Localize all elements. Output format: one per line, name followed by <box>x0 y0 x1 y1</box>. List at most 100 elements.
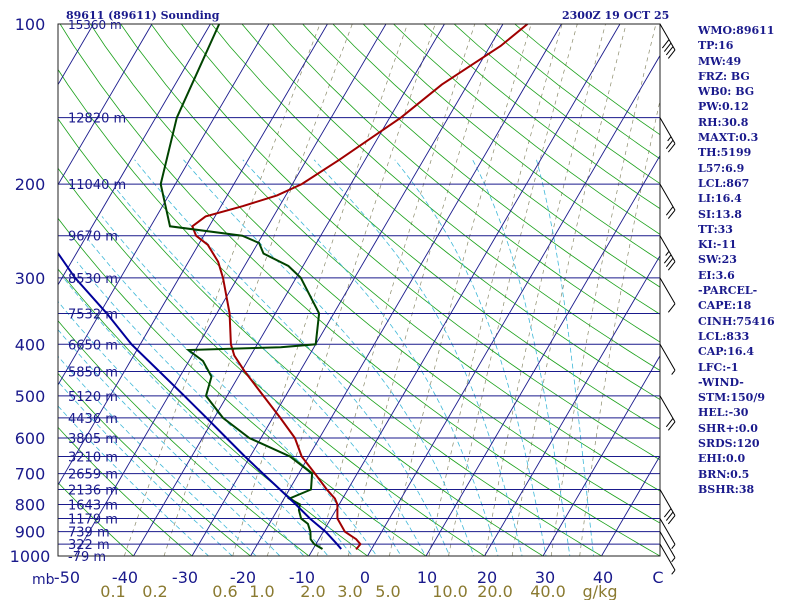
mixing-ratio-label: 0.6 <box>212 582 237 600</box>
wind-barb-feather <box>665 257 674 267</box>
index-item: SRDS:120 <box>698 437 760 451</box>
moist-adiabat-line <box>58 405 210 556</box>
wind-barb-half-feather <box>665 250 670 256</box>
index-item: RH:30.8 <box>698 115 749 129</box>
isotherm-line <box>367 54 660 556</box>
indices-panel: WMO:89611 TP:16 MW:49 FRZ: BG WB0: BG PW:0.12… <box>698 23 775 497</box>
pressure-tick-label: 800 <box>15 495 46 514</box>
index-item: -WIND- <box>698 375 744 389</box>
index-item: LI:16.4 <box>698 192 742 206</box>
pressure-tick-label: 600 <box>15 429 46 448</box>
temperature-tick-label: 0 <box>360 568 370 587</box>
wind-barb-half-feather <box>671 557 676 563</box>
height-label: 5120 m <box>68 390 118 405</box>
mixing-ratio-line <box>163 24 353 556</box>
pressure-tick-label: 100 <box>15 15 46 34</box>
index-item: EI:3.6 <box>698 268 735 282</box>
wind-barb <box>659 395 676 431</box>
index-item: TH:5199 <box>698 146 752 160</box>
mixing-ratio-label: 0.2 <box>142 582 167 600</box>
wind-barb-half-feather <box>671 569 676 575</box>
dry-adiabat-line <box>89 24 660 524</box>
wind-barb-staff <box>659 531 676 558</box>
moist-adiabat-line <box>76 261 353 556</box>
height-label: 1179 m <box>68 512 118 527</box>
pressure-unit-label: mb <box>32 572 55 588</box>
height-label: 1643 m <box>68 498 118 513</box>
wind-barb-feather <box>661 39 670 49</box>
moist-adiabat-line <box>88 240 378 556</box>
index-item: SHR+:0.0 <box>698 421 758 435</box>
height-label: 3805 m <box>68 432 118 447</box>
moist-adiabat-line <box>313 159 523 556</box>
dewpoint-curve <box>159 24 324 550</box>
temperature-tick-label: -50 <box>54 568 80 587</box>
height-label: 11040 m <box>68 178 126 193</box>
wind-barb-feather <box>665 511 674 521</box>
index-item: -PARCEL- <box>698 284 758 298</box>
index-item: CAPE:18 <box>698 299 752 313</box>
index-item: PW:0.12 <box>698 100 749 114</box>
isotherm-line <box>542 354 660 556</box>
index-item: L57:6.9 <box>698 161 745 175</box>
wind-barb-feather <box>665 206 674 216</box>
index-item: STM:150/9 <box>698 391 765 405</box>
wind-barb-feather <box>667 209 676 219</box>
height-label: 4436 m <box>68 412 118 427</box>
isotherm-line <box>601 455 660 556</box>
index-item: LCL:867 <box>698 176 750 190</box>
mixing-ratio-line <box>232 24 408 556</box>
index-item: CINH:75416 <box>698 314 775 328</box>
mixing-ratio-label: 40.0 <box>530 582 566 600</box>
wind-barb-staff <box>659 518 676 545</box>
index-item: FRZ: BG <box>698 69 750 83</box>
height-label: 8530 m <box>68 272 118 287</box>
index-item: KI:-11 <box>698 238 737 252</box>
wind-barb-feather <box>667 261 676 271</box>
pressure-tick-label: 200 <box>15 175 46 194</box>
wind-barb-half-feather <box>671 544 676 549</box>
isotherm-line <box>58 24 211 286</box>
index-item: SI:13.8 <box>698 207 742 221</box>
wind-barb <box>659 23 676 59</box>
wind-barb-feather <box>665 139 674 149</box>
height-label: 5850 m <box>68 366 118 381</box>
dry-adiabat-line <box>58 372 252 556</box>
wind-barb <box>659 489 676 525</box>
wind-barb-staff <box>659 395 676 423</box>
moist-adiabat-line <box>58 300 305 556</box>
plot-area <box>58 24 660 556</box>
height-label: 739 m <box>68 526 110 541</box>
moist-adiabat-line <box>101 216 402 556</box>
isotherm-line <box>250 24 562 556</box>
isotherm-line <box>74 24 387 556</box>
wind-barb-staff <box>659 543 676 571</box>
dry-adiabat-line <box>120 24 660 492</box>
wind-barb-half-feather <box>671 369 676 375</box>
height-label: 9670 m <box>68 230 118 245</box>
height-label: 322 m <box>68 538 110 553</box>
index-item: WB0: BG <box>698 85 755 99</box>
wind-barb-feather <box>667 515 676 525</box>
moist-adiabat-line <box>536 159 595 556</box>
index-item: EHI:0.0 <box>698 452 746 466</box>
mixing-ratio-label: g/kg <box>583 582 618 600</box>
moist-adiabat-line <box>58 329 281 556</box>
dry-adiabat-line <box>58 426 193 556</box>
moist-adiabat-line <box>394 159 547 556</box>
wind-barb-feather <box>667 303 676 313</box>
wind-barb <box>659 183 676 219</box>
height-label: -79 m <box>68 550 106 565</box>
wind-barb-feather <box>663 254 672 264</box>
isotherm-line <box>484 254 660 556</box>
pressure-tick-label: 700 <box>15 465 46 484</box>
parcel-curve <box>58 251 342 550</box>
isotherm-line <box>58 24 153 186</box>
mixing-ratio-label: 2.0 <box>300 582 325 600</box>
wind-barb-staff <box>659 117 676 144</box>
pressure-tick-label: 900 <box>15 523 46 542</box>
mixing-ratio-line <box>484 24 606 556</box>
moist-adiabat-line <box>58 355 257 556</box>
isotherm-line <box>191 24 504 556</box>
